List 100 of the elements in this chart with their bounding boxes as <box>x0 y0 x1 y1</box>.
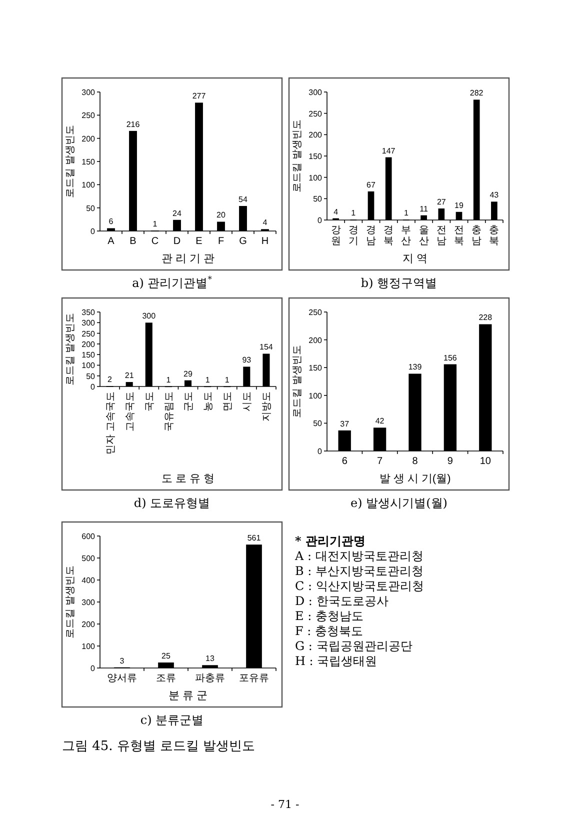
x-tick-label: 충남 <box>472 225 482 247</box>
data-label: 139 <box>408 362 422 372</box>
x-tick-label: 파충류 <box>195 673 225 684</box>
data-label: 67 <box>366 180 376 190</box>
y-tick-label: 0 <box>318 216 323 225</box>
x-tick-label: 6 <box>342 456 348 467</box>
y-tick-label: 50 <box>86 204 96 213</box>
x-tick-label: 부산 <box>401 225 412 247</box>
x-tick-label: 포유류 <box>239 673 269 684</box>
x-tick-label: 9 <box>447 456 454 467</box>
data-label: 24 <box>172 208 182 218</box>
y-tick-label: 0 <box>90 664 96 673</box>
caption: 그림 45. 유형별 로드킬 발생빈도 <box>62 739 256 754</box>
data-label: 29 <box>184 369 193 378</box>
data-label: 154 <box>260 342 274 352</box>
x-tick-label: D <box>173 236 181 247</box>
y-tick-label: 50 <box>313 419 323 428</box>
data-label: 282 <box>470 88 484 98</box>
x-tick-label: E <box>196 236 203 247</box>
text: F : 충청북도 <box>295 624 363 638</box>
x-tick-label: 경기 <box>348 225 358 247</box>
y-tick-label: 50 <box>86 372 96 381</box>
data-label: 300 <box>142 312 156 321</box>
data-label: 4 <box>262 218 268 228</box>
data-label: 156 <box>444 353 458 362</box>
x-tick-label: 8 <box>412 456 418 467</box>
y-tick-label: 100 <box>82 180 96 190</box>
data-label: 54 <box>238 194 248 204</box>
x-tick-label: 경북 <box>384 225 394 247</box>
y-tick-label: 0 <box>90 227 96 236</box>
y-axis-title: 로드킬 발생빈도 <box>292 120 303 192</box>
y-tick-label: 250 <box>308 308 323 317</box>
data-label: 147 <box>382 146 396 156</box>
text: b) 행정구역별 <box>360 276 438 290</box>
data-label: 21 <box>124 371 134 380</box>
x-axis-title: 지 역 <box>402 253 428 265</box>
data-label: 1 <box>404 208 409 218</box>
text: D : 한국도로공사 <box>295 594 388 608</box>
y-tick-label: 50 <box>313 194 323 204</box>
x-tick-label: 10 <box>480 456 492 467</box>
text: C : 익산지방국토관리청 <box>295 579 424 593</box>
data-label: 216 <box>126 120 140 129</box>
y-axis-title: 로드킬 발생빈도 <box>292 345 303 418</box>
x-tick-label: 전남 <box>436 225 446 247</box>
y-tick-label: 150 <box>308 152 323 161</box>
data-label: 20 <box>216 210 226 220</box>
data-label: 1 <box>224 375 230 384</box>
y-tick-label: 100 <box>308 173 323 182</box>
x-axis-title: 분 류 군 <box>168 690 208 702</box>
y-tick-label: 250 <box>308 109 323 118</box>
data-label: 11 <box>420 204 428 214</box>
data-label: 42 <box>375 416 385 426</box>
x-tick-label: 강원 <box>330 225 341 247</box>
x-tick-label: 충북 <box>489 225 500 247</box>
text: B : 부산지방국토관리청 <box>295 564 424 578</box>
text: E : 충청남도 <box>295 609 364 623</box>
x-tick-label: 조류 <box>156 673 176 684</box>
y-tick-label: 300 <box>82 318 96 328</box>
data-label: 37 <box>340 419 350 428</box>
y-tick-label: 150 <box>82 350 96 360</box>
x-tick-label: G <box>239 236 248 247</box>
y-tick-label: 0 <box>90 382 96 392</box>
x-tick-label: B <box>130 236 137 247</box>
data-label: 13 <box>206 654 215 664</box>
data-label: 43 <box>490 190 500 200</box>
y-tick-label: 300 <box>82 88 96 97</box>
y-tick-label: 200 <box>82 134 96 144</box>
y-axis-title: 로드킬 발생빈도 <box>65 566 76 638</box>
y-tick-label: 250 <box>82 111 96 120</box>
data-label: 19 <box>454 200 464 210</box>
x-tick-label: 울산 <box>418 225 429 247</box>
y-tick-label: 500 <box>82 554 96 563</box>
data-label: 27 <box>436 197 446 206</box>
y-tick-label: 400 <box>82 576 96 585</box>
text: a) 관리기관별$^{*}$ <box>132 274 213 290</box>
text: G : 국립공원관리공단 <box>295 639 412 653</box>
data-label: 1 <box>152 220 158 229</box>
data-label: 277 <box>192 92 206 101</box>
text: * 관리기관명 <box>295 534 366 548</box>
data-label: 6 <box>108 217 114 226</box>
data-label: 561 <box>247 534 262 543</box>
text: H : 국립생태원 <box>295 654 378 668</box>
y-tick-label: 200 <box>82 340 96 349</box>
x-tick-label: 농도 <box>203 392 214 412</box>
y-tick-label: 350 <box>82 308 96 317</box>
y-tick-label: 100 <box>308 391 323 400</box>
data-label: 2 <box>108 375 113 384</box>
x-tick-label: 7 <box>377 456 384 467</box>
x-axis-title: 관 리 기 관 <box>161 253 215 265</box>
text: d) 도로유형별 <box>134 496 210 510</box>
x-tick-label: A <box>108 236 115 247</box>
y-tick-label: 200 <box>308 130 323 140</box>
data-label: 1 <box>351 208 356 218</box>
y-tick-label: 0 <box>318 447 323 456</box>
data-label: 93 <box>242 356 252 365</box>
x-tick-label: H <box>261 236 269 247</box>
x-tick-label: 시도 <box>242 392 254 412</box>
x-tick-label: 군도 <box>184 392 194 412</box>
data-label: 1 <box>205 375 210 384</box>
x-axis-title: 도 로 유 형 <box>161 473 215 485</box>
